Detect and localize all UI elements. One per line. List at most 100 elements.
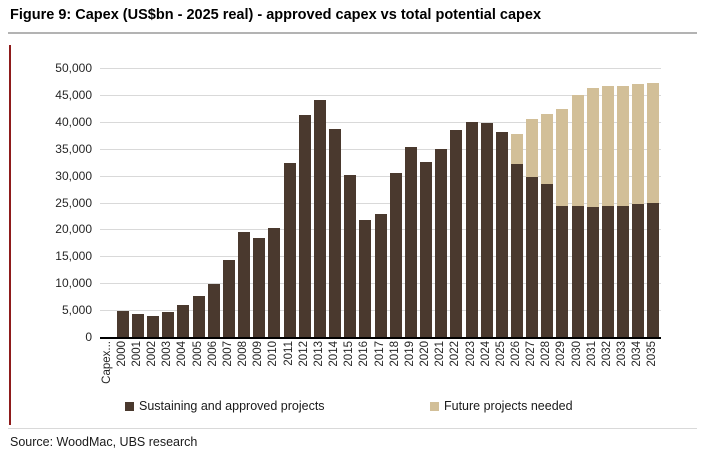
x-tick-label: 2025	[494, 341, 507, 367]
bar-sustaining	[253, 238, 266, 337]
bar-sustaining	[556, 205, 569, 337]
x-tick-label: 2028	[540, 341, 553, 367]
bar-sustaining	[571, 205, 584, 337]
x-tick-label: 2008	[237, 341, 249, 367]
x-tick-label: 2002	[146, 341, 159, 367]
bar-sustaining	[131, 313, 144, 337]
bar-sustaining	[207, 284, 220, 337]
x-tick-label: 2004	[176, 341, 189, 367]
y-tick-label: 45,000	[55, 87, 92, 102]
bar-sustaining	[647, 202, 660, 337]
bar-future	[541, 113, 554, 185]
x-tick-label: 2013	[312, 341, 325, 367]
bar-sustaining	[116, 311, 129, 337]
plot-area	[100, 68, 661, 339]
x-tick-label: 2022	[449, 341, 462, 367]
chart-legend: Sustaining and approved projects Future p…	[0, 398, 704, 416]
bar-future	[556, 109, 569, 206]
x-tick-label: 2012	[297, 341, 310, 367]
bar-sustaining	[435, 148, 448, 337]
x-tick-label: 2026	[510, 341, 522, 367]
x-tick-label: 2023	[464, 341, 477, 367]
legend-item: Sustaining and approved projects	[125, 398, 325, 414]
x-tick-label: 2018	[388, 341, 401, 367]
bar-future	[601, 85, 614, 206]
x-tick-label: 2021	[434, 341, 447, 367]
gridline	[100, 121, 661, 123]
legend-label: Future projects needed	[444, 399, 573, 413]
y-axis-labels: 0 5,000 10,000 15,000 20,000 25,000 30,000 35,0…	[28, 61, 92, 344]
y-tick-label: 25,000	[55, 195, 92, 210]
bar-sustaining	[329, 129, 341, 337]
bar-sustaining	[192, 296, 205, 337]
bar-sustaining	[374, 214, 387, 337]
gridline	[100, 94, 661, 96]
bar-sustaining	[420, 162, 432, 337]
bar-future	[571, 95, 584, 206]
x-tick-label: 2034	[631, 341, 644, 367]
legend-marker	[125, 401, 134, 411]
bar-sustaining	[162, 312, 175, 337]
x-tick-label: 2009	[252, 341, 265, 367]
bar-sustaining	[344, 174, 357, 337]
x-tick-label: 2029	[555, 341, 568, 367]
bar-future	[617, 85, 630, 206]
legend-label: Sustaining and approved projects	[139, 399, 325, 413]
bar-future	[647, 83, 660, 203]
x-tick-label: 2027	[525, 341, 538, 367]
y-tick-label: 35,000	[55, 141, 92, 156]
x-tick-label: 2003	[161, 341, 174, 367]
y-tick-label: 50,000	[55, 61, 92, 75]
bar-sustaining	[601, 205, 614, 337]
x-tick-label: 2030	[570, 341, 583, 367]
bar-sustaining	[222, 260, 235, 337]
legend-item: Future projects needed	[430, 398, 573, 414]
bar-sustaining	[298, 115, 311, 337]
y-tick-label: 10,000	[55, 276, 92, 291]
bar-sustaining	[359, 220, 372, 337]
figure-source: Source: WoodMac, UBS research	[10, 435, 198, 449]
bar-sustaining	[450, 130, 463, 337]
x-tick-label: 2032	[600, 341, 613, 367]
bar-sustaining	[586, 206, 599, 337]
bar-sustaining	[313, 100, 326, 337]
gridline	[100, 175, 661, 177]
gridline	[100, 148, 661, 150]
x-tick-label: 2005	[191, 341, 204, 367]
figure-title: Figure 9: Capex (US$bn - 2025 real) - ap…	[10, 7, 542, 23]
bar-sustaining	[268, 228, 281, 337]
source-divider	[8, 428, 697, 429]
x-tick-label: 2024	[479, 341, 492, 367]
x-tick-label: 2031	[585, 341, 598, 367]
x-tick-label: 2035	[646, 341, 659, 367]
x-tick-label: 2006	[206, 341, 219, 367]
bar-sustaining	[389, 173, 402, 337]
x-axis-labels: Capex... 2000 2001 2002 2003 2004 2005 2006 2007…	[100, 341, 661, 401]
x-tick-label: 2016	[358, 341, 371, 367]
bar-sustaining	[147, 316, 160, 337]
bar-sustaining	[283, 163, 296, 337]
bar-sustaining	[238, 231, 250, 337]
y-tick-label: 20,000	[55, 222, 92, 237]
bar-sustaining	[177, 304, 190, 337]
title-divider	[8, 32, 697, 34]
y-tick-label: 5,000	[61, 303, 92, 318]
y-tick-label: 30,000	[55, 168, 92, 183]
gridline	[100, 68, 661, 69]
bar-future	[632, 83, 645, 204]
x-tick-label: 2010	[267, 341, 280, 367]
bar-future	[526, 119, 539, 177]
x-tick-label: 2019	[403, 341, 416, 367]
bar-sustaining	[632, 203, 645, 337]
bar-sustaining	[480, 123, 493, 337]
x-tick-label: 2015	[343, 341, 356, 367]
y-tick-label: 15,000	[55, 249, 92, 264]
bar-future	[511, 133, 523, 164]
bar-sustaining	[511, 163, 523, 337]
y-tick-label: 40,000	[55, 114, 92, 129]
bar-sustaining	[617, 205, 630, 337]
x-tick-label: Capex...	[100, 341, 113, 384]
left-accent-bar	[9, 45, 11, 425]
bar-sustaining	[541, 184, 554, 337]
